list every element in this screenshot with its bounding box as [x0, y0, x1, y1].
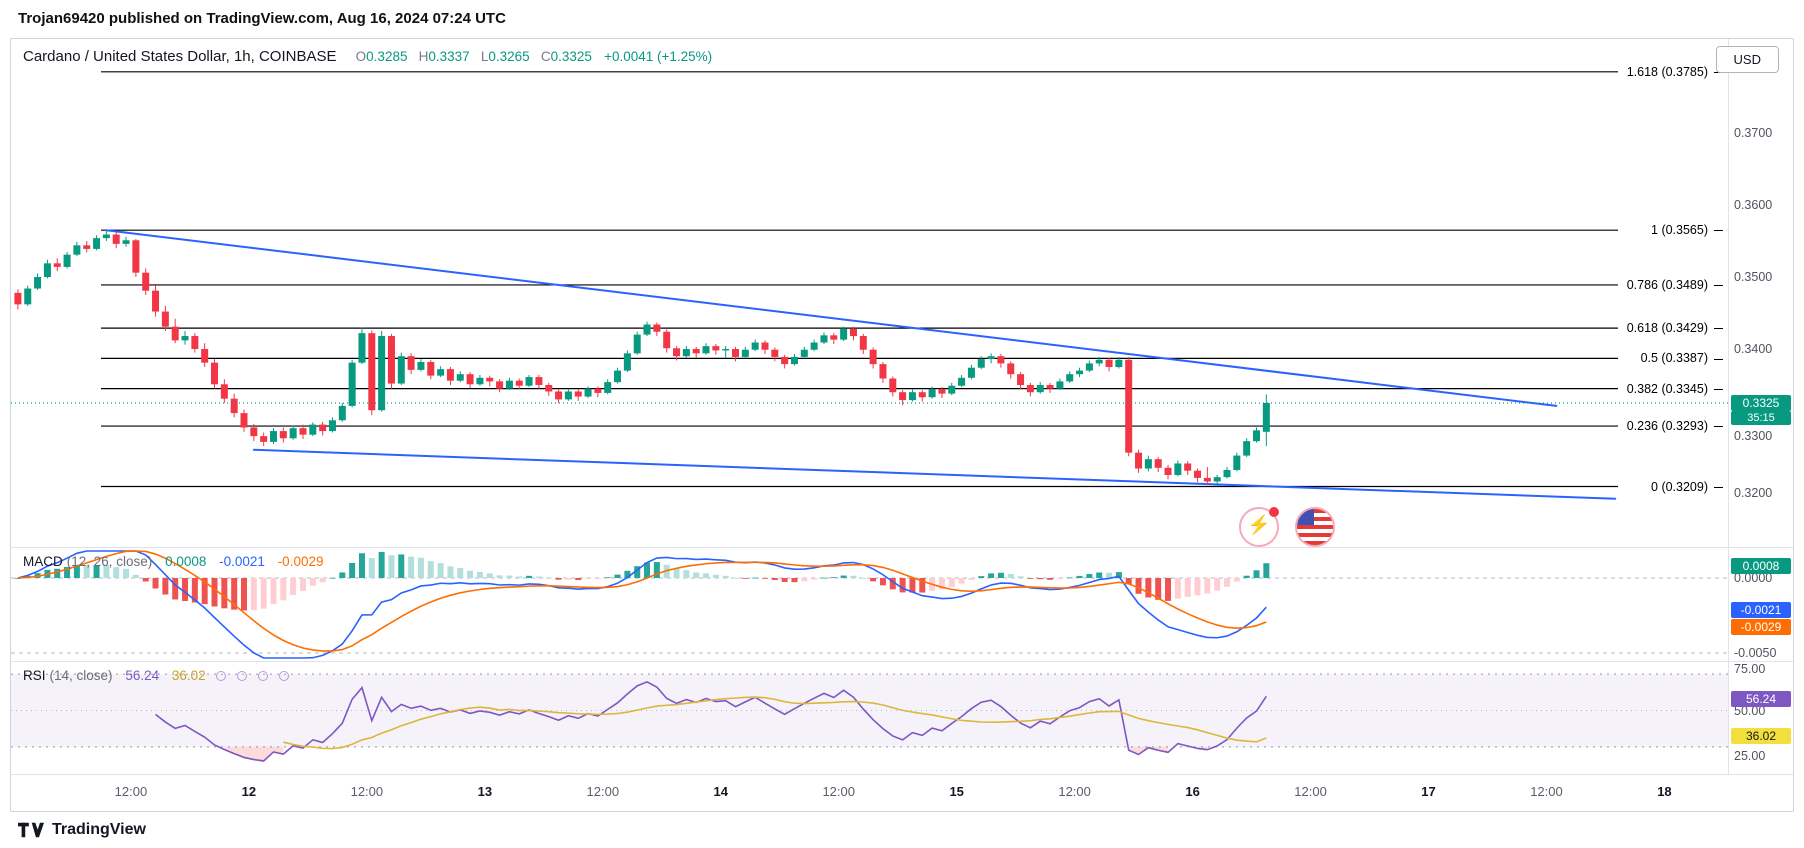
macd-axis-label: -0.0050 — [1734, 646, 1777, 660]
price-axis-label: 0.3500 — [1734, 270, 1773, 284]
lightning-icon: ⚡ — [1247, 515, 1271, 536]
rsi-header: RSI (14, close) 56.24 36.02 — [23, 668, 289, 683]
price-axis-label: 0.3600 — [1734, 198, 1773, 212]
macd-title[interactable]: MACD — [23, 554, 63, 569]
bar-countdown-badge: 35:15 — [1731, 411, 1791, 425]
ohlc-readout: O0.3285 H0.3337 L0.3265 C0.3325 +0.0041 … — [349, 48, 713, 65]
price-pane[interactable]: Cardano / United States Dollar, 1h, COIN… — [11, 39, 1793, 547]
trendlines — [105, 229, 1617, 500]
publish-attribution-text: Trojan69420 published on TradingView.com… — [18, 10, 506, 27]
rsi-marker-icon — [216, 671, 227, 682]
fib-level-label: 0.786 (0.3489) — [1627, 277, 1723, 293]
rsi-value-readout: 56.24 — [125, 668, 160, 683]
macd-params: (12, 26, close) — [66, 554, 153, 569]
macd-signal-readout: -0.0029 — [277, 554, 324, 569]
rsi-ma-readout: 36.02 — [171, 668, 206, 683]
tradingview-logo-text[interactable]: TradingView — [52, 821, 146, 838]
chart-widget: Cardano / United States Dollar, 1h, COIN… — [10, 38, 1794, 812]
high-value: 0.3337 — [428, 49, 470, 64]
rsi-oversold-fill — [224, 746, 284, 761]
rsi-pane[interactable]: RSI (14, close) 56.24 36.02 56.24 36.02 7… — [11, 661, 1793, 774]
tradingview-logo-icon[interactable] — [18, 822, 44, 838]
macd-signal-badge: -0.0029 — [1731, 618, 1791, 635]
time-axis-label: 12:00 — [114, 784, 148, 799]
fib-level-label: 0.5 (0.3387) — [1641, 350, 1723, 366]
macd-header: MACD (12, 26, close) 0.0008 -0.0021 -0.00… — [23, 554, 323, 569]
rsi-value-badge: 56.24 — [1731, 691, 1791, 708]
current-price-badge: 0.3325 — [1731, 395, 1791, 411]
low-value: 0.3265 — [488, 49, 530, 64]
macd-hist-readout: 0.0008 — [165, 554, 207, 569]
flag-canton-icon — [1297, 509, 1314, 525]
low-label: L — [480, 49, 489, 64]
time-axis-label: 14 — [713, 784, 728, 799]
rsi-ma-badge: 36.02 — [1731, 727, 1791, 744]
rsi-plot — [11, 673, 1728, 762]
red-dot-icon — [1269, 507, 1279, 517]
rsi-ma-line — [283, 696, 1267, 750]
price-axis-label: 0.3700 — [1734, 126, 1773, 140]
us-flag-emoji-sticker[interactable] — [1295, 507, 1335, 547]
time-axis-label: 12:00 — [1058, 784, 1091, 799]
rsi-marker-icon — [278, 671, 289, 682]
rsi-axis-label: 25.00 — [1734, 749, 1766, 763]
time-axis-label: 16 — [1185, 784, 1200, 799]
lightning-emoji-sticker[interactable]: ⚡ — [1239, 507, 1279, 547]
rsi-oversold-fill — [1128, 746, 1169, 755]
time-axis-label: 12:00 — [1530, 784, 1563, 799]
macd-axis-label: 0.0000 — [1734, 571, 1773, 585]
rsi-marker-icon — [257, 671, 268, 682]
time-axis-label: 12 — [241, 784, 257, 799]
currency-toggle-button[interactable]: USD — [1715, 46, 1779, 73]
price-plot — [11, 71, 1728, 500]
time-axis[interactable]: 12:00 12 12:00 13 12:00 14 12:00 15 12:00 16 12:00… — [11, 774, 1793, 811]
publish-attribution-bar: Trojan69420 published on TradingView.com… — [0, 0, 1804, 38]
macd-hist-badge: 0.0008 — [1731, 558, 1791, 574]
time-axis-label: 13 — [477, 784, 493, 799]
time-axis-label: 12:00 — [350, 784, 384, 799]
fib-level-label: 0.382 (0.3345) — [1627, 381, 1723, 397]
symbol-header: Cardano / United States Dollar, 1h, COIN… — [23, 48, 712, 65]
price-axis-label: 0.3200 — [1734, 486, 1773, 500]
fib-level-label: 0.236 (0.3293) — [1627, 418, 1723, 434]
time-axis-label: 12:00 — [1294, 784, 1327, 799]
time-axis-label: 12:00 — [822, 784, 855, 799]
rsi-marker-icon — [237, 671, 248, 682]
time-axis-label: 18 — [1657, 784, 1672, 799]
fib-level-label: 1 (0.3565) — [1651, 222, 1723, 238]
high-label: H — [418, 49, 429, 64]
fib-level-label: 1.618 (0.3785) — [1627, 64, 1723, 80]
change-value: +0.0041 (+1.25%) — [604, 49, 713, 64]
time-axis-label: 17 — [1421, 784, 1436, 799]
time-axis-label: 12:00 — [586, 784, 620, 799]
tradingview-footer: TradingView — [18, 818, 146, 842]
macd-signal-line — [17, 550, 1267, 652]
fib-retracement-lines — [101, 71, 1618, 488]
time-axis-label: 15 — [949, 784, 964, 799]
close-label: C — [540, 49, 551, 64]
macd-line-readout: -0.0021 — [219, 554, 265, 569]
fib-level-label: 0 (0.3209) — [1651, 479, 1723, 495]
price-axis-label: 0.3400 — [1734, 342, 1773, 356]
rsi-axis-label: 75.00 — [1734, 662, 1766, 676]
open-label: O — [355, 49, 367, 64]
macd-line — [17, 550, 1267, 659]
rsi-title[interactable]: RSI — [23, 668, 46, 683]
open-value: 0.3285 — [366, 49, 408, 64]
rsi-band — [11, 674, 1728, 747]
rsi-params: (14, close) — [49, 668, 113, 683]
symbol-title[interactable]: Cardano / United States Dollar, 1h, COIN… — [23, 48, 337, 65]
candlesticks — [14, 230, 1270, 487]
macd-plot — [11, 550, 1728, 659]
close-value: 0.3325 — [550, 49, 592, 64]
fib-level-label: 0.618 (0.3429) — [1627, 320, 1723, 336]
macd-pane[interactable]: MACD (12, 26, close) 0.0008 -0.0021 -0.00… — [11, 547, 1793, 661]
macd-histogram — [14, 551, 1270, 611]
macd-line-badge: -0.0021 — [1731, 601, 1791, 618]
price-axis-label: 0.3300 — [1734, 429, 1773, 443]
